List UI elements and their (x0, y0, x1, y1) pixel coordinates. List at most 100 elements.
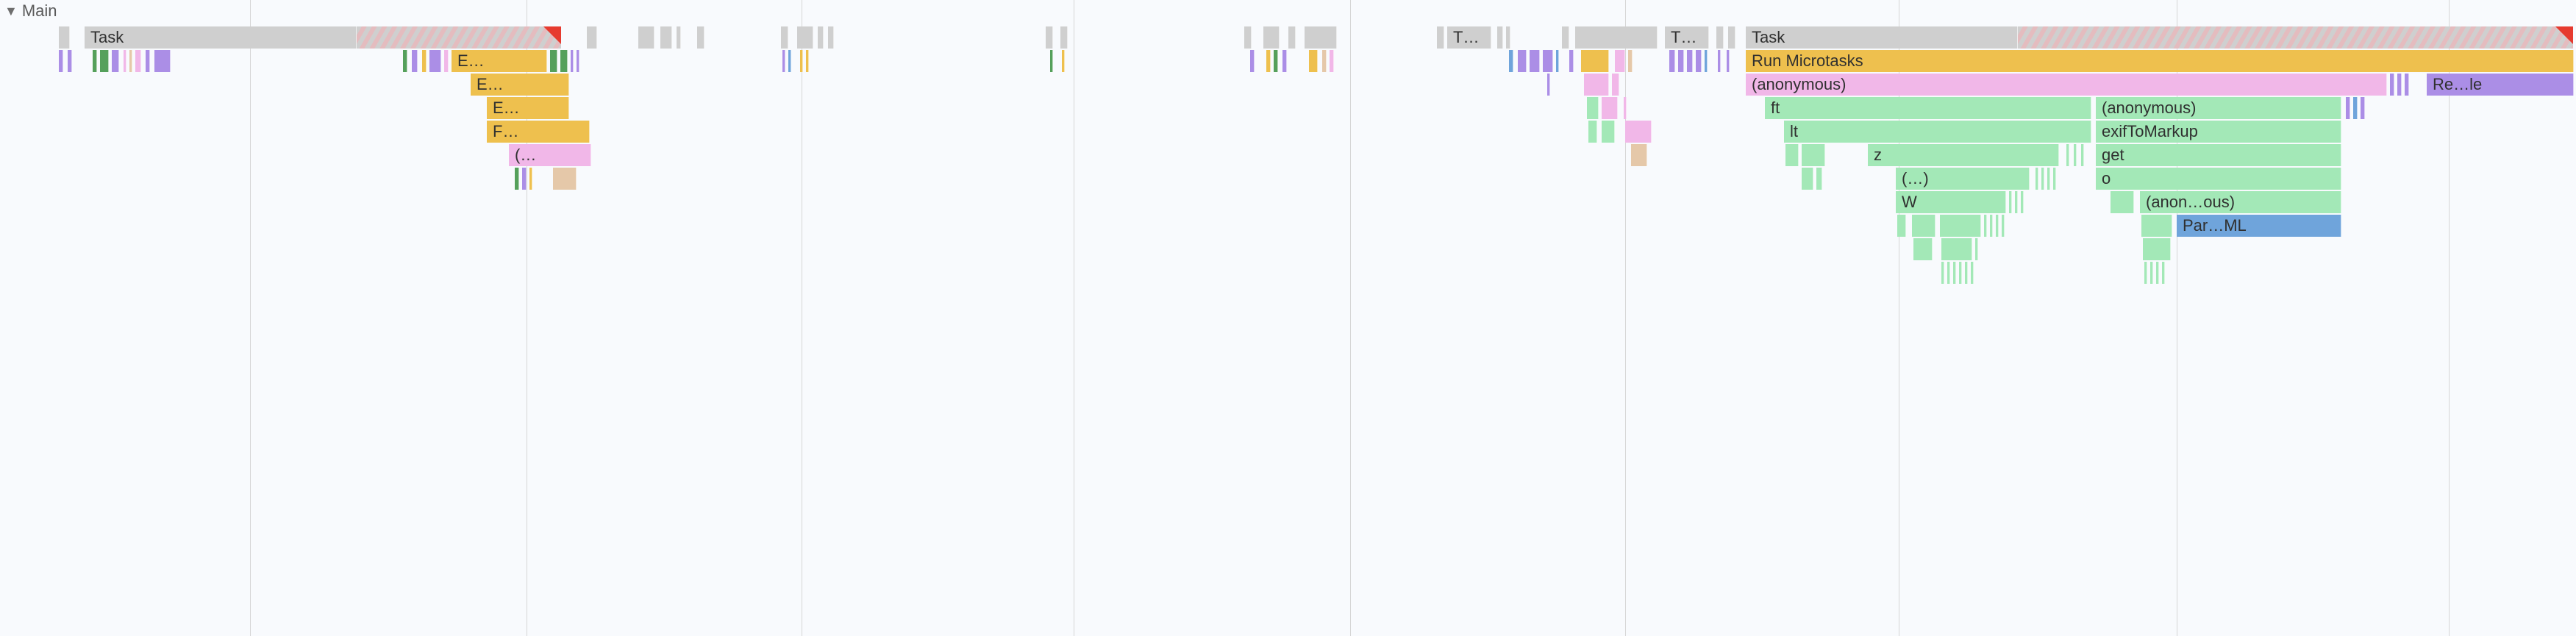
frame-entry[interactable] (2390, 74, 2394, 96)
frame-entry[interactable] (1669, 50, 1675, 72)
frame-entry[interactable] (124, 50, 126, 72)
frame--anon-ous-[interactable]: (anon…ous) (2140, 191, 2341, 213)
frame-entry[interactable] (1244, 26, 1252, 49)
frame-entry[interactable] (2141, 215, 2172, 237)
frame-entry[interactable] (146, 50, 150, 72)
frame-entry[interactable] (444, 50, 449, 72)
frame-entry[interactable] (1678, 50, 1684, 72)
frame-entry[interactable] (2018, 26, 2573, 49)
frame-entry[interactable] (797, 26, 813, 49)
frame-entry[interactable] (1625, 121, 1652, 143)
frame-lt[interactable]: lt (1784, 121, 2091, 143)
frame-entry[interactable] (1802, 168, 1813, 190)
frame-entry[interactable] (2144, 262, 2147, 284)
frame-entry[interactable] (2111, 191, 2134, 213)
frame-entry[interactable] (1330, 50, 1334, 72)
collapse-caret[interactable]: ▼ (4, 4, 18, 19)
frame-entry[interactable] (2346, 97, 2350, 119)
frame-entry[interactable] (697, 26, 704, 49)
frame-entry[interactable] (638, 26, 654, 49)
frame-entry[interactable] (1575, 26, 1658, 49)
frame-entry[interactable] (1602, 97, 1618, 119)
frame-entry[interactable] (800, 50, 803, 72)
frame-entry[interactable] (1562, 26, 1569, 49)
frame-entry[interactable] (1612, 74, 1619, 96)
frame-entry[interactable] (2047, 168, 2050, 190)
frame-f-[interactable]: F… (487, 121, 590, 143)
frame-entry[interactable] (112, 50, 119, 72)
frame-entry[interactable] (2066, 144, 2069, 166)
frame-task[interactable]: Task (85, 26, 357, 49)
frame-entry[interactable] (1274, 50, 1278, 72)
frame-entry[interactable] (1947, 262, 1950, 284)
frame-entry[interactable] (1518, 50, 1527, 72)
frame-entry[interactable] (1437, 26, 1444, 49)
frame-o[interactable]: o (2096, 168, 2341, 190)
frame-entry[interactable] (782, 50, 785, 72)
frame-entry[interactable] (1940, 215, 1981, 237)
frame-entry[interactable] (529, 168, 532, 190)
frame-entry[interactable] (2015, 191, 2018, 213)
frame-entry[interactable] (1556, 50, 1559, 72)
frame-entry[interactable] (1309, 50, 1318, 72)
frame-entry[interactable] (1785, 144, 1799, 166)
frame-entry[interactable] (1705, 50, 1708, 72)
frame-entry[interactable] (2150, 262, 2153, 284)
frame-entry[interactable] (781, 26, 788, 49)
frame-ft[interactable]: ft (1765, 97, 2091, 119)
frame-entry[interactable] (1305, 26, 1337, 49)
frame-entry[interactable] (2074, 144, 2077, 166)
frame-entry[interactable] (2156, 262, 2159, 284)
frame-entry[interactable] (1941, 238, 1972, 260)
frame-w[interactable]: W (1896, 191, 2006, 213)
frame-entry[interactable] (412, 50, 418, 72)
frame-entry[interactable] (1060, 26, 1068, 49)
frame-e-[interactable]: E… (487, 97, 569, 119)
frame-entry[interactable] (1581, 50, 1609, 72)
frame-entry[interactable] (1716, 26, 1724, 49)
frame-entry[interactable] (1941, 262, 1944, 284)
frame-entry[interactable] (1322, 50, 1327, 72)
frame-entry[interactable] (550, 50, 557, 72)
frame-entry[interactable] (1727, 50, 1730, 72)
frame-entry[interactable] (1543, 50, 1553, 72)
frame-entry[interactable] (1587, 97, 1599, 119)
frame-entry[interactable] (1953, 262, 1956, 284)
frame-entry[interactable] (1509, 50, 1513, 72)
frame-entry[interactable] (2021, 191, 2024, 213)
frame-entry[interactable] (2397, 74, 2402, 96)
track-header[interactable]: ▼ Main (0, 0, 2576, 22)
frame-entry[interactable] (1547, 74, 1550, 96)
frame--anonymous-[interactable]: (anonymous) (2096, 97, 2341, 119)
frame-par-ml[interactable]: Par…ML (2177, 215, 2341, 237)
frame-entry[interactable] (1984, 215, 1987, 237)
frame-entry[interactable] (828, 26, 834, 49)
frame-entry[interactable] (1569, 50, 1574, 72)
frame-entry[interactable] (1975, 238, 1978, 260)
frame-entry[interactable] (2053, 168, 2056, 190)
frame-entry[interactable] (1497, 26, 1503, 49)
frame-entry[interactable] (587, 26, 597, 49)
frame-entry[interactable] (2143, 238, 2171, 260)
frame-entry[interactable] (1728, 26, 1735, 49)
frame-entry[interactable] (1050, 50, 1053, 72)
frame-t-[interactable]: T… (1447, 26, 1491, 49)
frame-entry[interactable] (571, 50, 574, 72)
frame-entry[interactable] (1631, 144, 1647, 166)
frame-re-le[interactable]: Re…le (2427, 74, 2574, 96)
frame-entry[interactable] (1266, 50, 1271, 72)
frame-z[interactable]: z (1868, 144, 2059, 166)
frame-entry[interactable] (1588, 121, 1597, 143)
frame-entry[interactable] (818, 26, 824, 49)
flame-chart[interactable]: TaskT…T…TaskE…Run MicrotasksE…(anonymous… (0, 26, 2576, 615)
frame-entry[interactable] (403, 50, 407, 72)
frame-entry[interactable] (660, 26, 672, 49)
frame-entry[interactable] (2081, 144, 2084, 166)
frame-entry[interactable] (1802, 144, 1825, 166)
frame-entry[interactable] (1263, 26, 1280, 49)
frame-run-microtasks[interactable]: Run Microtasks (1746, 50, 2574, 72)
frame-entry[interactable] (59, 50, 63, 72)
frame-task[interactable]: Task (1746, 26, 2018, 49)
frame-entry[interactable] (522, 168, 527, 190)
frame-entry[interactable] (129, 50, 132, 72)
